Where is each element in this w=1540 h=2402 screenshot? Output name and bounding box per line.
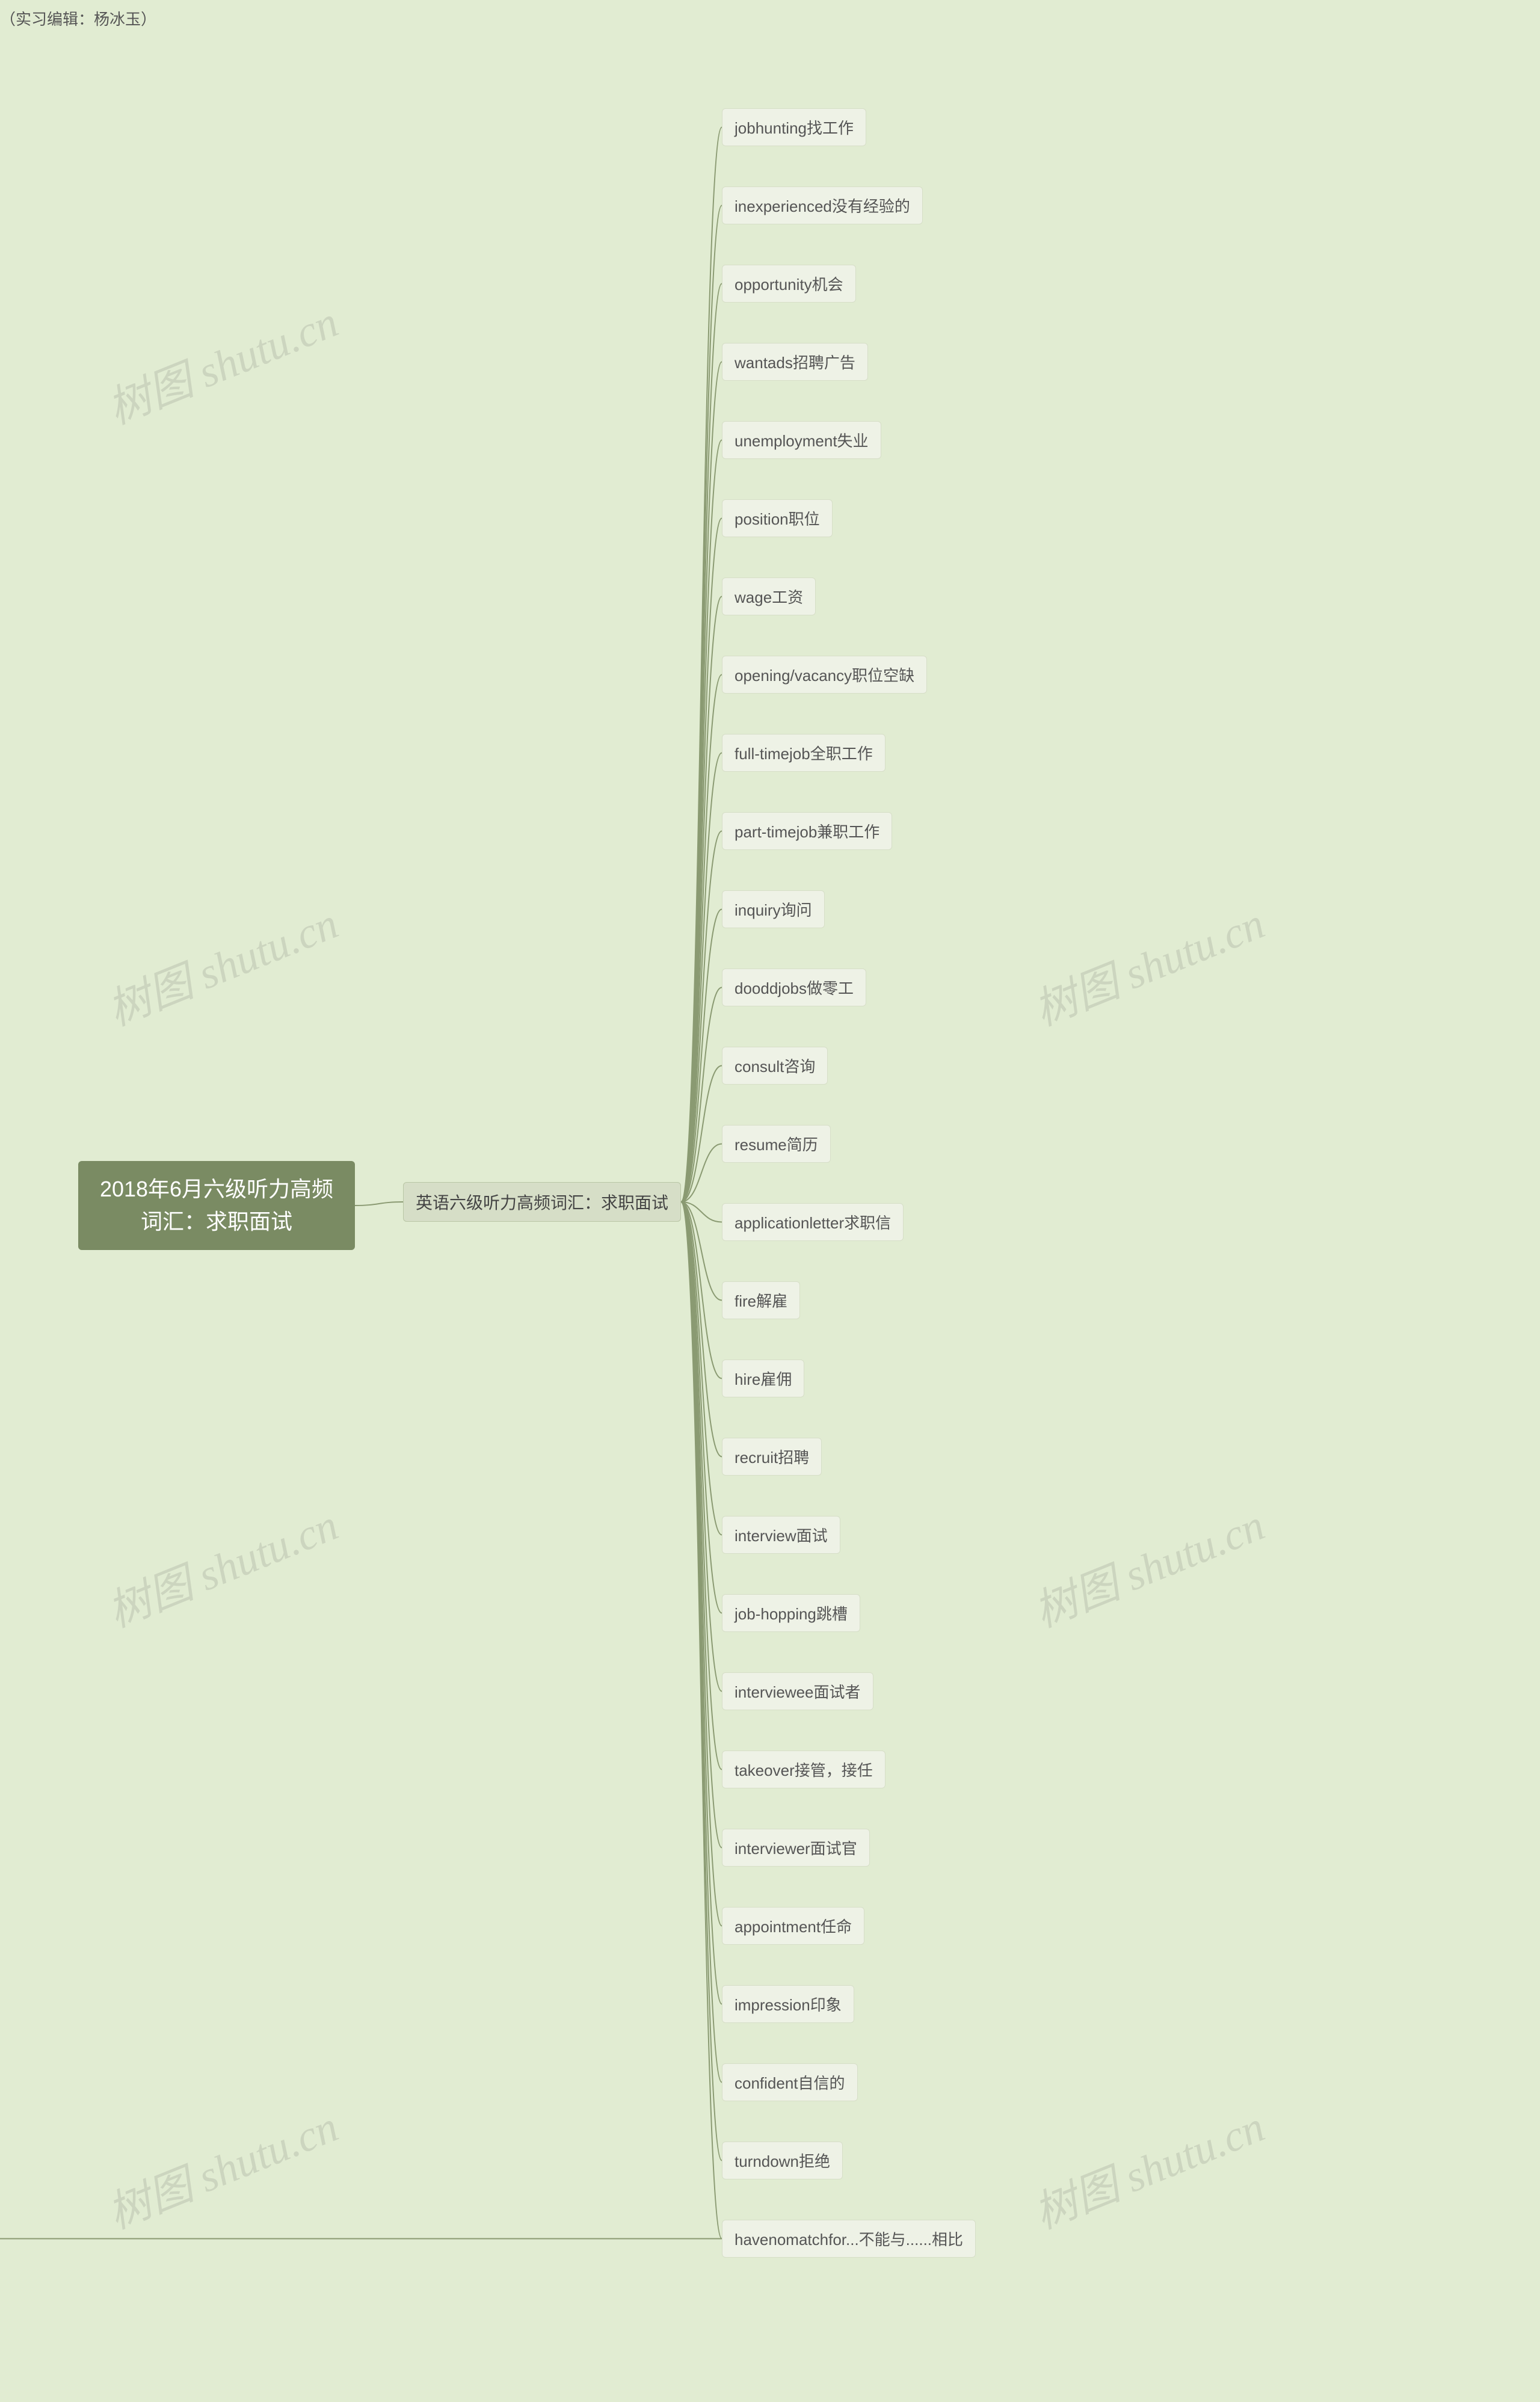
leaf-node: fire解雇 — [722, 1281, 800, 1319]
watermark: 树图 shutu.cn — [1023, 1489, 1272, 1639]
leaf-label: interviewee面试者 — [735, 1683, 861, 1701]
leaf-node: havenomatchfor...不能与......相比 — [722, 2220, 976, 2258]
branch-node: 英语六级听力高频词汇：求职面试 — [403, 1182, 681, 1222]
leaf-label: applicationletter求职信 — [735, 1214, 891, 1232]
leaf-label: recruit招聘 — [735, 1449, 809, 1467]
leaf-label: impression印象 — [735, 1996, 842, 2014]
leaf-node: confident自信的 — [722, 2063, 858, 2101]
leaf-label: wantads招聘广告 — [735, 354, 855, 372]
leaf-node: job-hopping跳槽 — [722, 1594, 860, 1632]
leaf-node: inquiry询问 — [722, 890, 825, 928]
watermark: 树图 shutu.cn — [97, 1489, 346, 1639]
leaf-node: hire雇佣 — [722, 1360, 804, 1397]
leaf-label: turndown拒绝 — [735, 2152, 830, 2170]
leaf-node: wage工资 — [722, 577, 816, 615]
leaf-node: interviewee面试者 — [722, 1672, 873, 1710]
leaf-label: hire雇佣 — [735, 1370, 792, 1388]
leaf-node: unemployment失业 — [722, 421, 881, 459]
leaf-label: position职位 — [735, 510, 820, 528]
leaf-node: takeover接管，接任 — [722, 1751, 886, 1788]
leaf-node: dooddjobs做零工 — [722, 968, 866, 1006]
leaf-label: jobhunting找工作 — [735, 119, 854, 137]
leaf-node: part-timejob兼职工作 — [722, 812, 892, 850]
leaf-label: fire解雇 — [735, 1292, 787, 1310]
leaf-node: recruit招聘 — [722, 1438, 822, 1476]
leaf-node: jobhunting找工作 — [722, 108, 866, 146]
root-line2: 词汇：求职面试 — [141, 1209, 292, 1234]
watermark: 树图 shutu.cn — [97, 2091, 346, 2241]
editor-label: （实习编辑：杨冰玉） — [0, 10, 156, 28]
leaf-label: dooddjobs做零工 — [735, 979, 854, 997]
leaf-node: resume简历 — [722, 1125, 831, 1163]
root-node: 2018年6月六级听力高频 词汇：求职面试 — [78, 1161, 355, 1250]
leaf-label: opening/vacancy职位空缺 — [735, 667, 914, 685]
leaf-label: full-timejob全职工作 — [735, 745, 873, 763]
leaf-node: opportunity机会 — [722, 265, 856, 303]
leaf-label: inexperienced没有经验的 — [735, 197, 910, 215]
leaf-label: interview面试 — [735, 1527, 828, 1545]
leaf-node: inexperienced没有经验的 — [722, 186, 923, 224]
leaf-label: part-timejob兼职工作 — [735, 823, 879, 841]
leaf-label: inquiry询问 — [735, 901, 812, 919]
leaf-label: appointment任命 — [735, 1918, 852, 1936]
leaf-node: applicationletter求职信 — [722, 1203, 904, 1241]
leaf-node: interview面试 — [722, 1516, 840, 1554]
leaf-label: opportunity机会 — [735, 276, 843, 294]
leaf-node: appointment任命 — [722, 1907, 864, 1945]
watermark: 树图 shutu.cn — [97, 888, 346, 1038]
leaf-node: interviewer面试官 — [722, 1829, 870, 1867]
leaf-label: unemployment失业 — [735, 432, 869, 450]
watermark: 树图 shutu.cn — [1023, 2091, 1272, 2241]
leaf-label: resume简历 — [735, 1136, 818, 1154]
leaf-label: interviewer面试官 — [735, 1840, 857, 1858]
leaf-label: wage工资 — [735, 588, 803, 606]
leaf-node: impression印象 — [722, 1985, 854, 2023]
leaf-label: takeover接管，接任 — [735, 1761, 873, 1779]
leaf-node: opening/vacancy职位空缺 — [722, 656, 927, 694]
leaf-node: turndown拒绝 — [722, 2142, 843, 2179]
watermark: 树图 shutu.cn — [1023, 888, 1272, 1038]
leaf-label: havenomatchfor...不能与......相比 — [735, 2231, 963, 2249]
branch-label: 英语六级听力高频词汇：求职面试 — [416, 1193, 668, 1212]
leaf-label: consult咨询 — [735, 1058, 815, 1076]
editor-note: （实习编辑：杨冰玉） — [0, 0, 1540, 37]
leaf-label: confident自信的 — [735, 2074, 845, 2092]
leaf-node: position职位 — [722, 499, 833, 537]
leaf-node: consult咨询 — [722, 1047, 828, 1085]
leaf-label: job-hopping跳槽 — [735, 1605, 848, 1623]
leaf-node: wantads招聘广告 — [722, 343, 868, 381]
mindmap-canvas: 2018年6月六级听力高频 词汇：求职面试 英语六级听力高频词汇：求职面试 jo… — [0, 0, 1540, 2402]
leaf-node: full-timejob全职工作 — [722, 734, 886, 772]
root-line1: 2018年6月六级听力高频 — [100, 1177, 333, 1201]
watermark: 树图 shutu.cn — [97, 286, 346, 436]
